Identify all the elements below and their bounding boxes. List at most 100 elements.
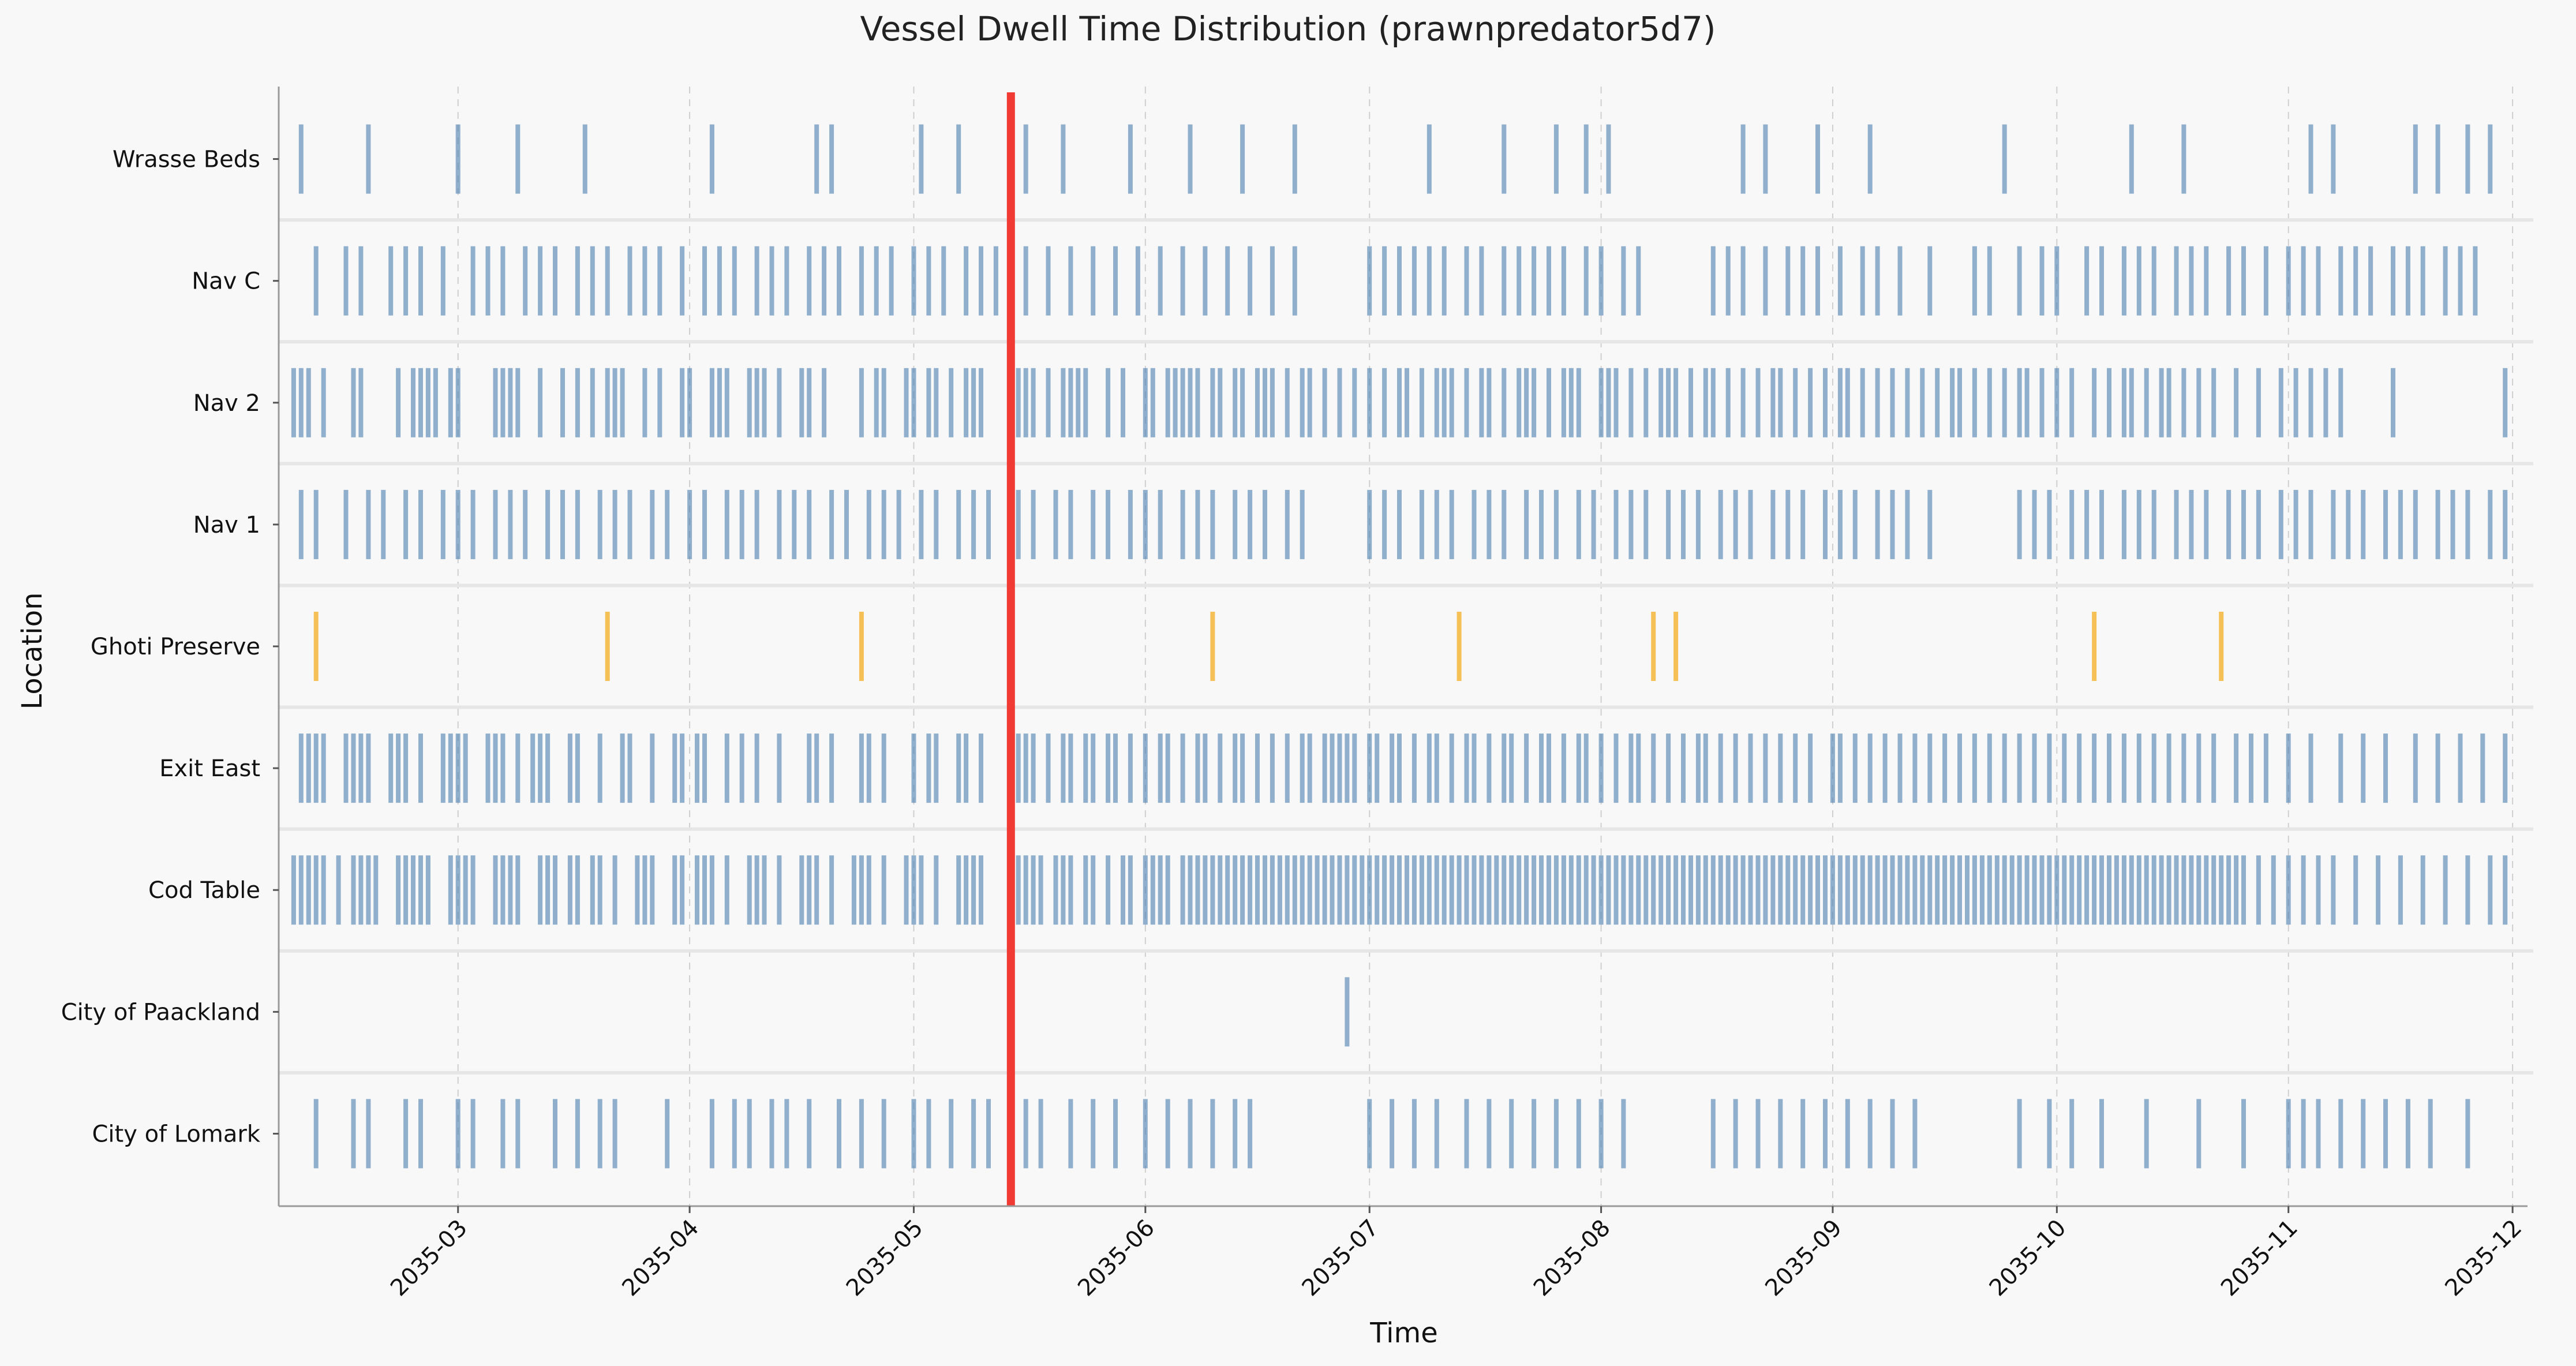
event-mark [1300,855,1305,925]
event-mark [2383,1099,2388,1169]
event-mark [2398,855,2403,925]
event-mark [2488,855,2493,925]
event-mark [739,489,744,559]
event-mark [2353,855,2358,925]
event-mark [2136,733,2141,803]
event-mark [418,1099,423,1169]
event-mark [1725,368,1731,437]
y-tick-label: City of Paackland [61,999,260,1026]
event-mark [575,246,580,316]
event-mark [2286,855,2291,925]
event-mark [403,489,409,559]
event-mark [1270,246,1275,316]
event-mark [1591,489,1596,559]
event-mark [2293,368,2298,437]
event-mark [1755,855,1761,925]
event-mark [2054,855,2060,925]
event-mark [1517,246,1522,316]
event-mark [2391,246,2395,316]
event-mark [1225,855,1230,925]
event-mark [2024,855,2030,925]
event-mark [1837,733,1843,803]
event-mark [1651,612,1656,681]
event-mark [2308,489,2313,559]
event-mark [747,368,752,437]
event-mark [1143,368,1148,437]
event-mark [1322,733,1327,803]
event-mark [1703,855,1708,925]
event-mark [1770,855,1776,925]
event-mark [1957,733,1962,803]
event-mark [1890,855,1895,925]
event-marks [291,124,2508,1169]
event-mark [2391,368,2395,437]
event-mark [627,246,632,316]
event-mark [2234,855,2239,925]
event-mark [343,489,349,559]
event-mark [1770,368,1776,437]
event-mark [560,368,565,437]
event-mark [1180,246,1185,316]
event-mark [2338,368,2343,437]
event-mark [911,368,916,437]
event-mark [807,246,812,316]
event-mark [1613,368,1619,437]
event-mark [470,855,475,925]
event-mark [2196,855,2201,925]
event-mark [829,124,834,194]
event-mark [1606,855,1611,925]
event-mark [2323,368,2328,437]
event-mark [2383,733,2388,803]
event-mark [2465,1099,2470,1169]
event-mark [1337,733,1342,803]
event-mark [2189,489,2194,559]
event-mark [2263,246,2268,316]
event-mark [1023,855,1028,925]
event-mark [455,368,460,437]
event-mark [709,855,714,925]
event-mark [1852,733,1858,803]
event-mark [1524,489,1529,559]
event-mark [1755,1099,1761,1169]
event-mark [1434,368,1439,437]
event-mark [2420,855,2425,925]
event-mark [2256,368,2261,437]
event-mark [919,855,924,925]
event-mark [485,733,491,803]
event-mark [1367,489,1372,559]
event-mark [1449,368,1454,437]
event-mark [1255,855,1260,925]
event-mark [1733,1099,1738,1169]
event-mark [538,368,543,437]
event-mark [747,855,752,925]
event-mark [1987,855,1992,925]
event-mark [418,246,423,316]
event-mark [1240,855,1245,925]
event-mark [1837,368,1843,437]
event-mark [1113,246,1118,316]
event-mark [1740,124,1746,194]
event-mark [2024,368,2030,437]
event-mark [1411,855,1417,925]
event-mark [1815,855,1820,925]
event-mark [1300,368,1305,437]
event-mark [2144,855,2149,925]
event-mark [2204,855,2209,925]
event-mark [1165,733,1170,803]
y-tick-labels: Wrasse Beds Nav C Nav 2 Nav 1 Ghoti Preserve… [61,147,279,1147]
event-mark [612,368,617,437]
event-mark [1800,855,1806,925]
event-mark [2151,246,2156,316]
event-mark [1532,368,1537,437]
event-mark [493,855,498,925]
event-mark [926,246,931,316]
event-mark [1375,855,1380,925]
event-mark [695,733,699,803]
event-mark [1852,855,1858,925]
event-mark [1950,855,1955,925]
series-city-of-paackland [1345,977,1350,1047]
event-mark [799,855,804,925]
event-mark [1695,489,1701,559]
event-mark [635,855,640,925]
